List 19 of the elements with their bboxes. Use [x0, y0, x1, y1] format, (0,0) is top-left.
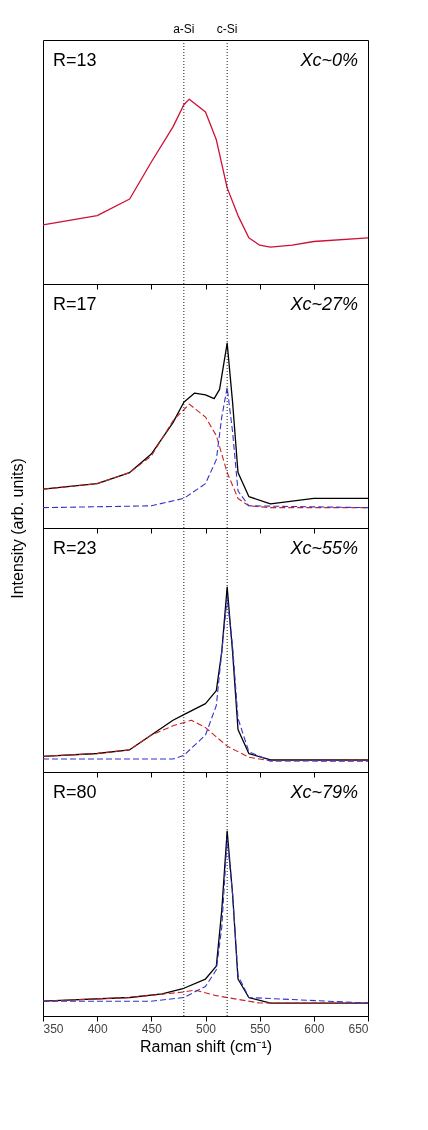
- x-tick-label: 550: [250, 1021, 271, 1036]
- text: R=23: [53, 538, 97, 558]
- x-tick-label: 500: [195, 1021, 217, 1036]
- text: R=17: [53, 294, 97, 314]
- x-tick-label: 650: [348, 1021, 369, 1036]
- x-tick-label: 400: [87, 1021, 108, 1036]
- text: Xc~55%: [289, 538, 358, 558]
- text: Xc~27%: [289, 294, 358, 314]
- ref-line-label: c-Si: [216, 22, 238, 36]
- text: Xc~79%: [289, 782, 358, 802]
- text: R=80: [53, 782, 97, 802]
- text: R=13: [53, 50, 97, 70]
- x-axis-title: Raman shift (cm⁻¹): [139, 1037, 273, 1055]
- x-tick-label: 450: [141, 1021, 163, 1036]
- x-tick-label: 600: [304, 1021, 325, 1036]
- text: Xc~0%: [299, 50, 358, 70]
- x-tick-label: 350: [43, 1021, 64, 1036]
- y-axis-title: Intensity (arb. units): [8, 458, 26, 599]
- ref-line-label: a-Si: [173, 22, 195, 36]
